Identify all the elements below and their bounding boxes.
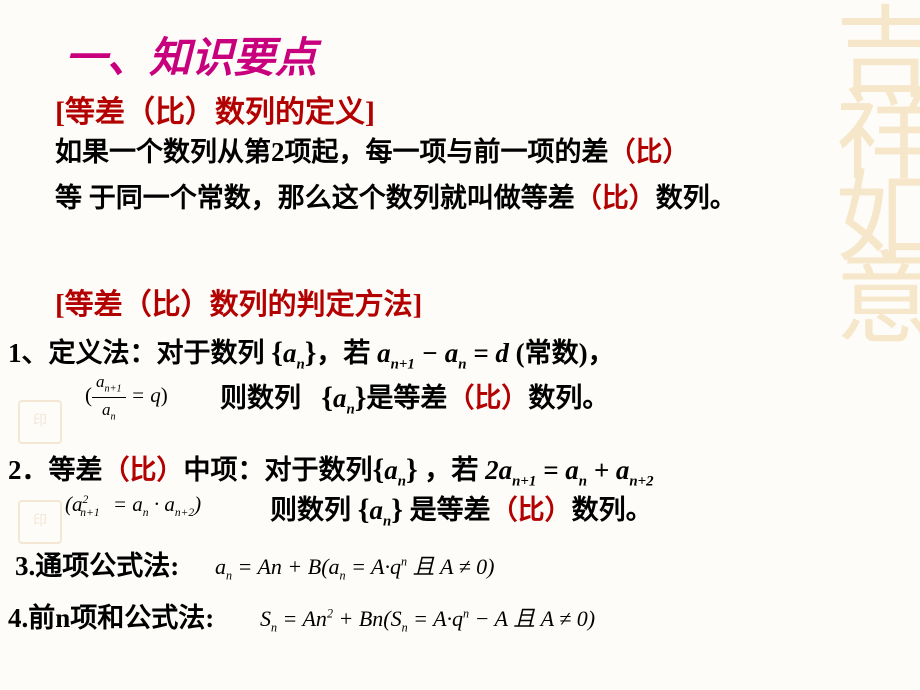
formula-sum: Sn = An2 + Bn(Sn = A·qn − A 且 A ≠ 0) [260, 604, 595, 636]
formula-1: an+1 − an = d [377, 338, 509, 368]
m1-e: 是等差 [366, 383, 447, 413]
def-text-f: （比） [575, 183, 656, 213]
method-1-line2: 则数列 {an}是等差（比）数列。 [220, 378, 609, 420]
brace-close-3: } [406, 454, 418, 486]
m2-b: ，若 [418, 455, 479, 485]
frac-eq: = q [131, 383, 161, 407]
section-title: 一、知识要点 [65, 30, 317, 89]
set-an-1: an [283, 338, 305, 368]
brace-open-3: { [373, 454, 385, 486]
formula-mid-geom: (a2n+1 = an · an+2) [65, 490, 201, 521]
method-3: 3.通项公式法: [15, 548, 179, 586]
brace-close-2: } [355, 382, 367, 414]
m1-b: ，若 [316, 338, 370, 368]
m2-label2: （比） [103, 455, 184, 485]
seal-stamp-1: 印 [18, 400, 62, 444]
def-text-a: 如果一个数列从第 [55, 137, 271, 167]
m3-label: 3.通项公式法: [15, 551, 179, 581]
brace-close-4: } [391, 494, 403, 526]
def-text-e: 等 于同一个常数，那么这个数列就叫做等差 [55, 183, 575, 213]
brace-open-4: { [358, 494, 370, 526]
definition-paragraph: 如果一个数列从第2项起，每一项与前一项的差（比） 等 于同一个常数，那么这个数列… [55, 130, 885, 222]
def-text-d: （比） [609, 137, 690, 167]
method-4: 4.前n项和公式法: [8, 600, 214, 638]
m2-g: 数列。 [572, 495, 653, 525]
m1-g: 数列。 [528, 383, 609, 413]
subtitle-methods: [等差（比）数列的判定方法] [55, 285, 422, 326]
def-text-c: 项起，每一项与前一项的差 [285, 137, 609, 167]
m1-f: （比） [447, 383, 528, 413]
m2-d: 则数列 [270, 495, 351, 525]
def-text-b: 2 [271, 137, 285, 167]
method-2-line2: 则数列 {an} 是等差（比）数列。 [270, 490, 653, 532]
m1-label: 1、定义法： [8, 338, 157, 368]
m2-label: 2．等差 [8, 455, 103, 485]
m2-a: 对于数列 [265, 455, 373, 485]
m1-a: 对于数列 [157, 338, 265, 368]
method-1-line1: 1、定义法：对于数列 {an}，若 an+1 − an = d (常数)， [8, 333, 615, 375]
subtitle-definition: [等差（比）数列的定义] [55, 92, 375, 134]
m2-e: 是等差 [410, 495, 491, 525]
def-text-g: 数列。 [656, 183, 737, 213]
seal-stamp-2: 印 [18, 500, 62, 544]
m1-d: 则数列 [220, 383, 301, 413]
brace-close: } [305, 337, 317, 369]
set-an-2: an [333, 383, 355, 413]
method-2-line1: 2．等差（比）中项：对于数列{an} ，若 2an+1 = an + an+2 [8, 450, 654, 492]
brace-open: { [271, 337, 283, 369]
m2-f: （比） [491, 495, 572, 525]
m4-label: 4.前n项和公式法: [8, 603, 214, 633]
formula-general-term: an = An + B(an = A·qn 且 A ≠ 0) [215, 552, 494, 584]
m1-c: (常数)， [516, 338, 615, 368]
m2-label3: 中项： [184, 455, 265, 485]
formula-ratio: (an+1an = q) [85, 370, 168, 424]
formula-2: 2an+1 = an + an+2 [485, 455, 653, 485]
set-an-3: an [384, 455, 406, 485]
brace-open-2: { [321, 382, 333, 414]
set-an-4: an [369, 495, 391, 525]
